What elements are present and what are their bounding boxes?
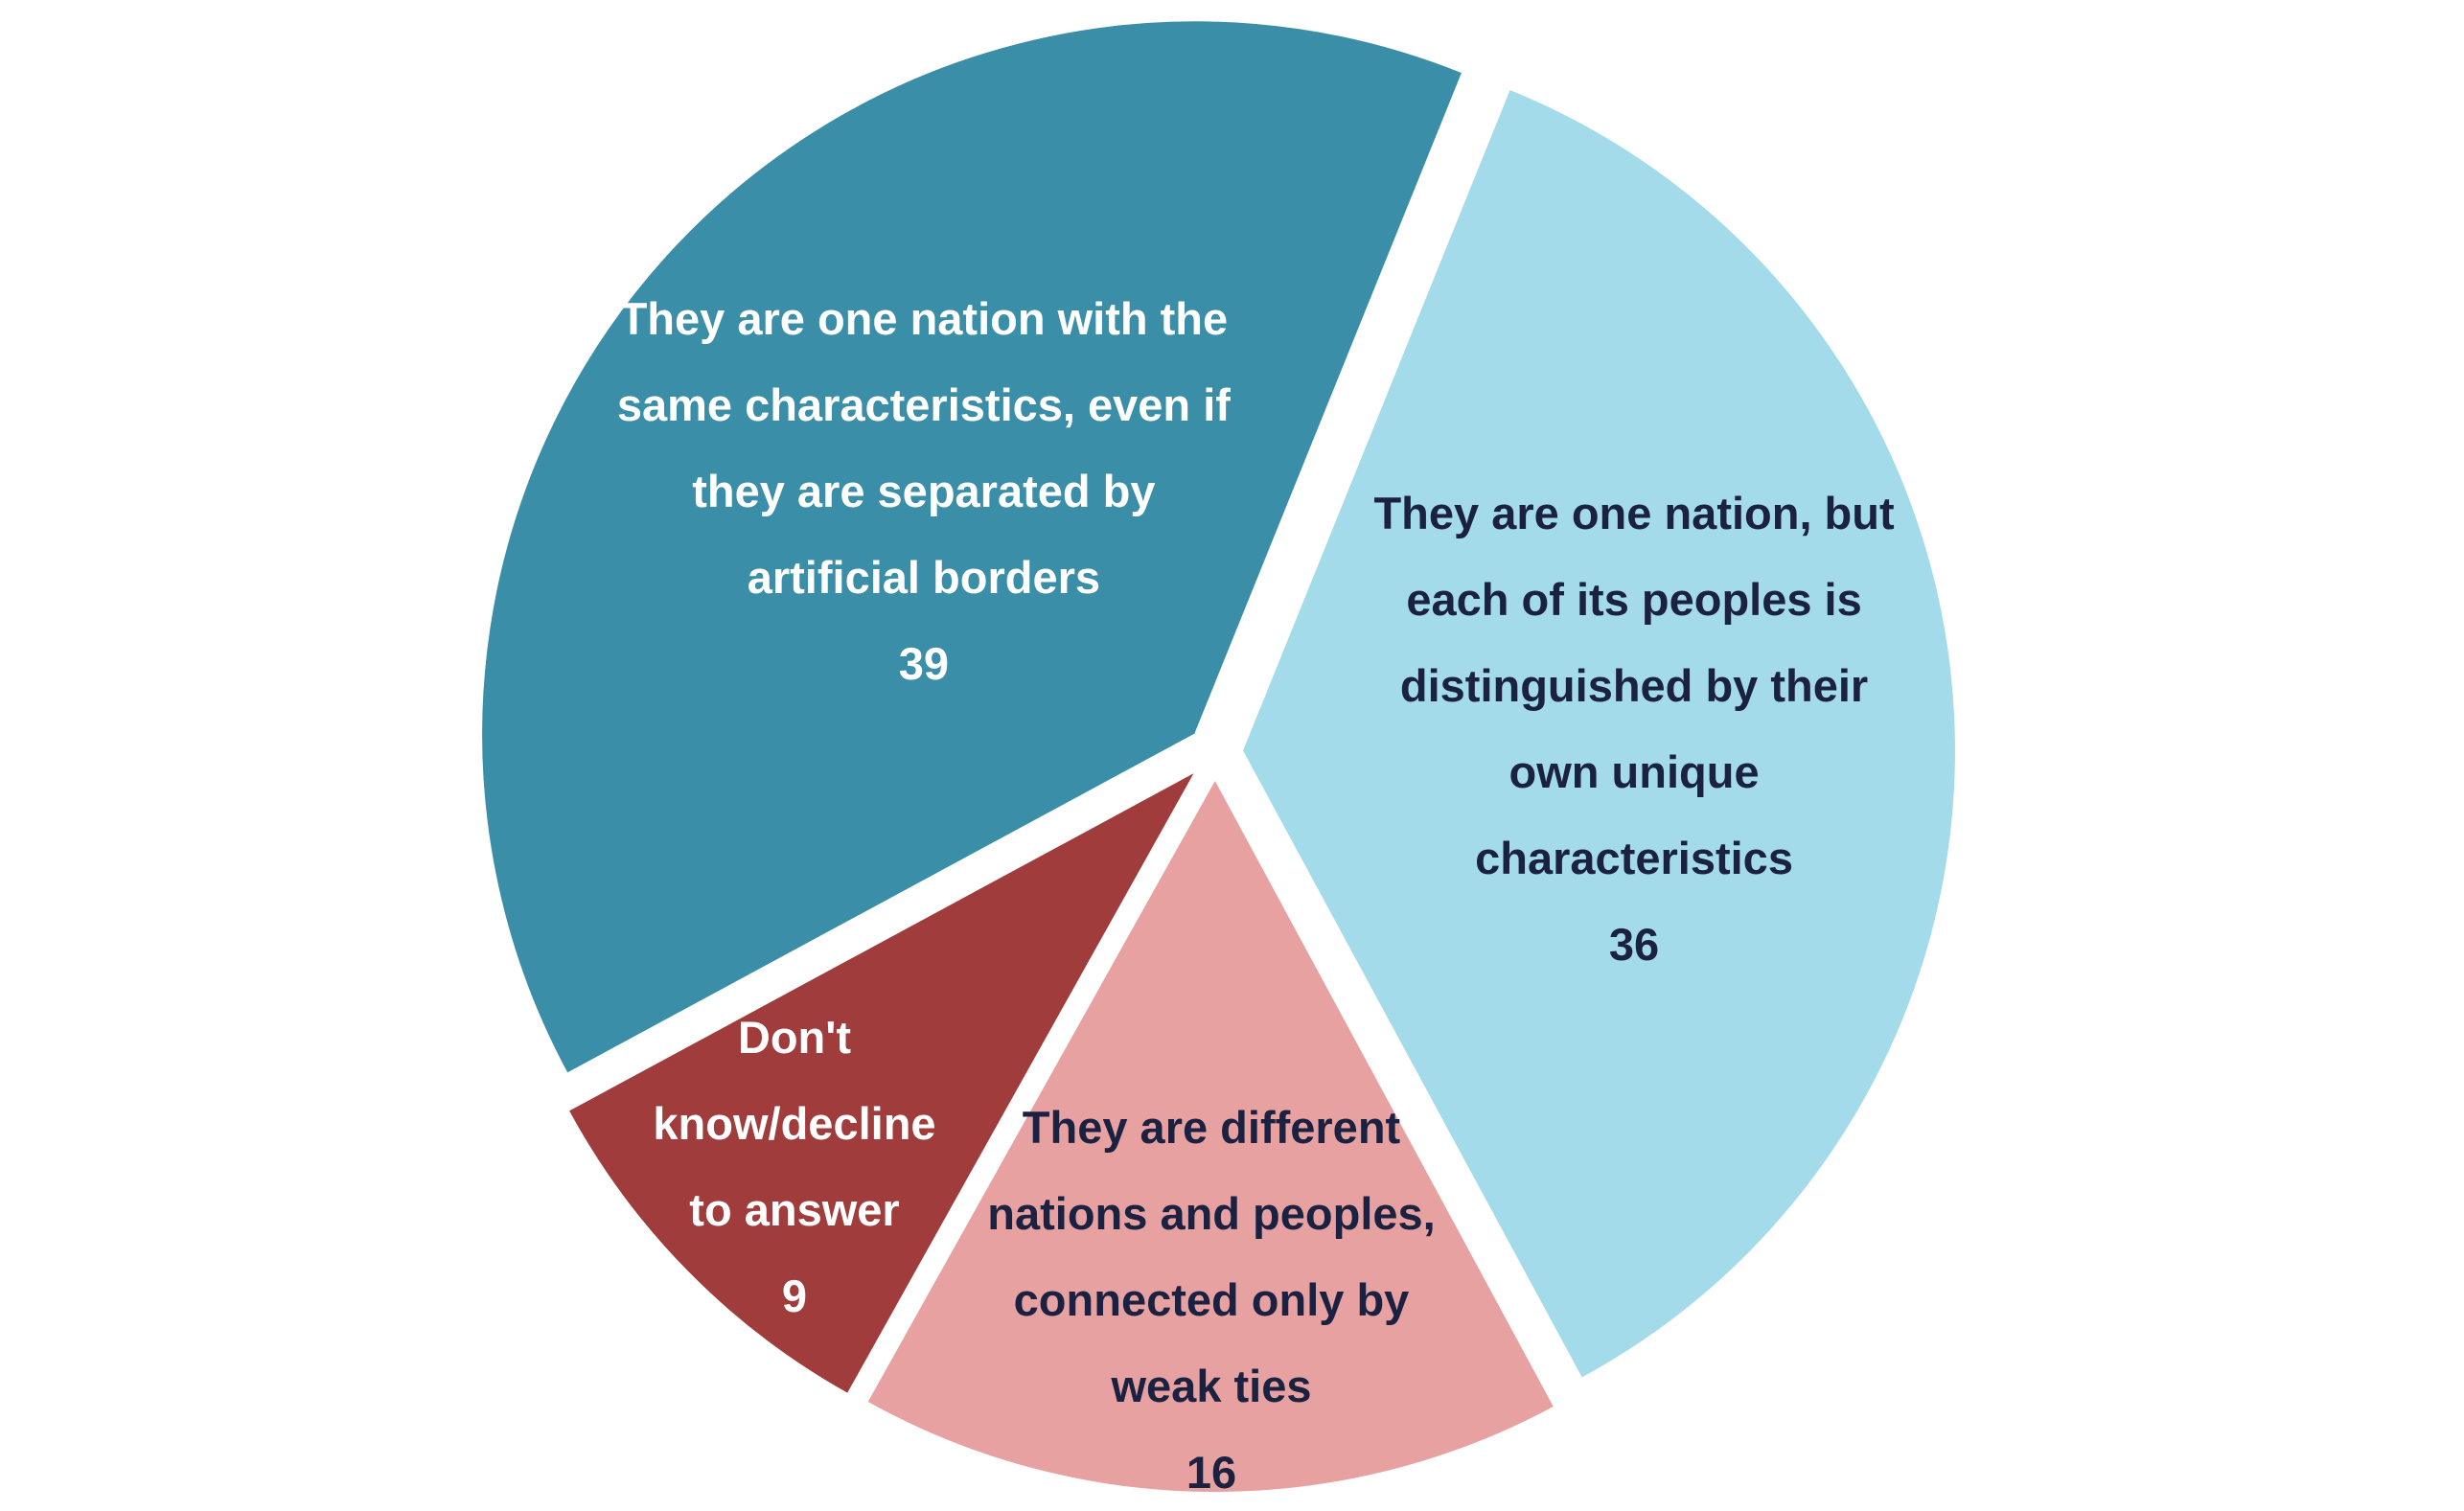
slice-category: They are one nation with the same charac… (616, 293, 1231, 604)
slice-category: They are different nations and peoples, … (987, 1101, 1436, 1411)
slice-category: They are one nation, but each of its peo… (1373, 487, 1895, 883)
slice-value: 36 (1608, 918, 1660, 970)
slice-value: 9 (781, 1270, 808, 1321)
pie-slice (566, 768, 1199, 1396)
slice-value: 16 (1186, 1446, 1237, 1498)
pie-slice (864, 776, 1556, 1494)
pie-slice (1240, 87, 1957, 1381)
slice-value: 39 (898, 638, 950, 690)
slice-category: Don't know/decline to answer (653, 1011, 936, 1235)
slice-label: They are one nation, but each of its peo… (1366, 470, 1902, 988)
slice-label: Don't know/decline to answer 9 (641, 995, 948, 1339)
slice-label: They are one nation with the same charac… (612, 276, 1235, 707)
pie-slice (480, 19, 1464, 1076)
slice-label: They are different nations and peoples, … (972, 1085, 1451, 1511)
